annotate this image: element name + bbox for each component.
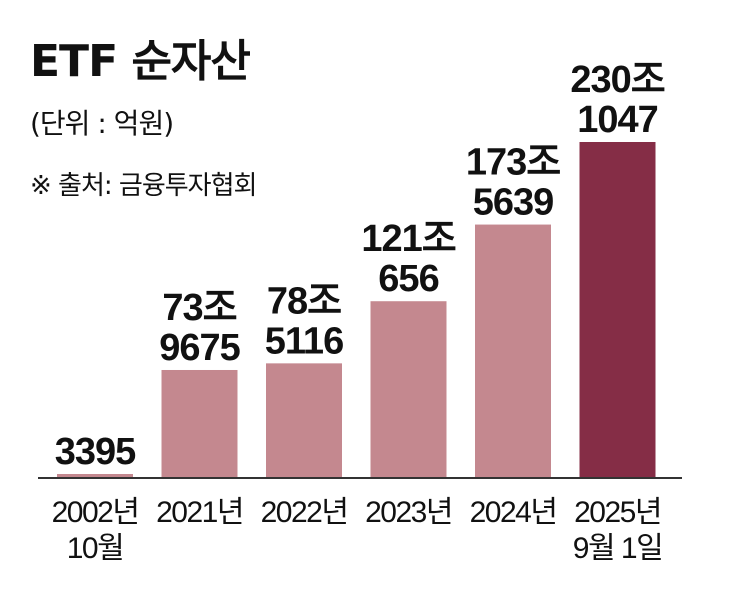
chart-title: ETF 순자산 xyxy=(30,36,251,87)
value-label-0-0: 3395 xyxy=(55,431,136,473)
value-label-1-0: 73조 xyxy=(162,287,236,329)
value-label-3-1: 656 xyxy=(378,258,438,300)
bar-3 xyxy=(370,301,447,478)
bars-group xyxy=(57,142,656,478)
bar-4 xyxy=(475,224,551,478)
bar-2 xyxy=(266,363,342,478)
bar-0 xyxy=(57,474,133,478)
x-tick-label-0-1: 10월 xyxy=(67,532,123,565)
value-label-4-1: 5639 xyxy=(473,182,554,224)
value-label-2-1: 5116 xyxy=(265,320,343,362)
value-label-5-0: 230조 xyxy=(570,59,664,101)
value-label-2-0: 78조 xyxy=(267,280,341,322)
value-label-5-1: 1047 xyxy=(577,99,658,141)
value-label-1-1: 9675 xyxy=(159,327,240,369)
source-note: ※ 출처: 금융투자협회 xyxy=(30,171,257,201)
x-tick-label-2-0: 2022년 xyxy=(261,496,348,529)
value-label-4-0: 173조 xyxy=(466,142,560,184)
unit-note: (단위 : 억원) xyxy=(30,107,174,140)
x-tick-label-5-0: 2025년 xyxy=(574,496,661,529)
x-tick-label-1-0: 2021년 xyxy=(156,496,243,529)
x-tick-label-0-0: 2002년 xyxy=(52,496,139,529)
x-tick-label-3-0: 2023년 xyxy=(365,496,452,529)
value-label-3-0: 121조 xyxy=(361,218,455,260)
x-tick-label-4-0: 2024년 xyxy=(470,496,557,529)
bar-5 xyxy=(579,142,656,478)
x-tick-label-5-1: 9월 1일 xyxy=(573,532,662,565)
bar-1 xyxy=(161,369,238,478)
